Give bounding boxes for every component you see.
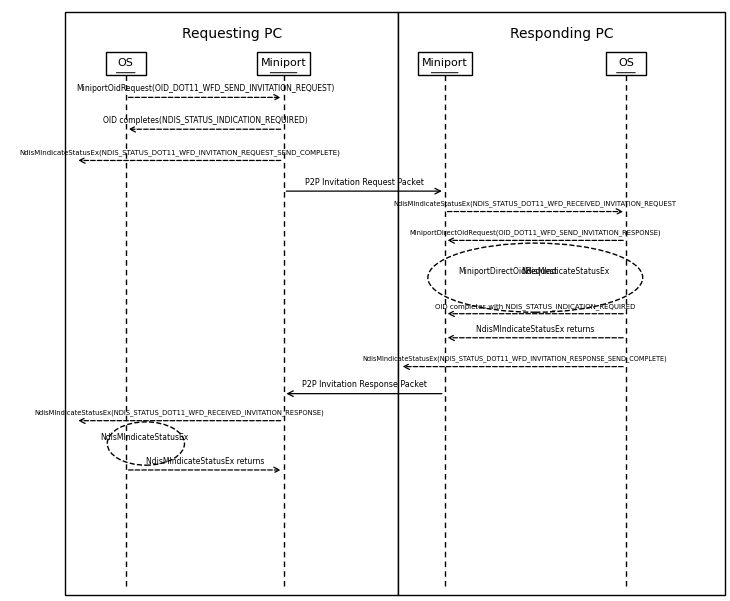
Text: NdisMIndicateStatusEx: NdisMIndicateStatusEx [521, 267, 609, 276]
Text: OS: OS [118, 58, 134, 68]
Text: P2P Invitation Request Packet: P2P Invitation Request Packet [304, 178, 423, 187]
FancyBboxPatch shape [606, 52, 646, 75]
Text: NdisMIndicateStatusEx(NDIS_STATUS_DOT11_WFD_RECEIVED_INVITATION_RESPONSE): NdisMIndicateStatusEx(NDIS_STATUS_DOT11_… [34, 410, 324, 416]
Text: NdisMIndicateStatusEx(NDIS_STATUS_DOT11_WFD_INVITATION_REQUEST_SEND_COMPLETE): NdisMIndicateStatusEx(NDIS_STATUS_DOT11_… [19, 150, 340, 156]
Text: OID completes with NDIS_STATUS_INDICATION_REQUIRED: OID completes with NDIS_STATUS_INDICATIO… [435, 303, 636, 310]
Text: Miniport: Miniport [261, 58, 307, 68]
Text: MiniportDirectOidRequest: MiniportDirectOidRequest [458, 267, 557, 276]
Text: Miniport: Miniport [422, 58, 467, 68]
Text: NdisMIndicateStatusEx returns: NdisMIndicateStatusEx returns [146, 457, 264, 466]
Text: Requesting PC: Requesting PC [182, 27, 282, 41]
Text: MiniportOidRequest(OID_DOT11_WFD_SEND_INVITATION_REQUEST): MiniportOidRequest(OID_DOT11_WFD_SEND_IN… [76, 84, 334, 93]
Text: NdisMIndicateStatusEx(NDIS_STATUS_DOT11_WFD_RECEIVED_INVITATION_REQUEST: NdisMIndicateStatusEx(NDIS_STATUS_DOT11_… [393, 201, 677, 207]
FancyBboxPatch shape [398, 12, 726, 595]
FancyBboxPatch shape [106, 52, 146, 75]
FancyBboxPatch shape [257, 52, 310, 75]
Text: Responding PC: Responding PC [510, 27, 613, 41]
Text: P2P Invitation Response Packet: P2P Invitation Response Packet [301, 380, 426, 389]
FancyBboxPatch shape [65, 12, 398, 595]
Text: NdisMIndicateStatusEx(NDIS_STATUS_DOT11_WFD_INVITATION_RESPONSE_SEND_COMPLETE): NdisMIndicateStatusEx(NDIS_STATUS_DOT11_… [363, 356, 667, 362]
Text: MiniportDirectOidRequest(OID_DOT11_WFD_SEND_INVITATION_RESPONSE): MiniportDirectOidRequest(OID_DOT11_WFD_S… [410, 230, 661, 236]
Text: OID completes(NDIS_STATUS_INDICATION_REQUIRED): OID completes(NDIS_STATUS_INDICATION_REQ… [103, 116, 307, 125]
Text: OS: OS [618, 58, 634, 68]
Text: NdisMIndicateStatusEx: NdisMIndicateStatusEx [100, 433, 188, 442]
FancyBboxPatch shape [418, 52, 472, 75]
Text: NdisMIndicateStatusEx returns: NdisMIndicateStatusEx returns [476, 325, 594, 334]
